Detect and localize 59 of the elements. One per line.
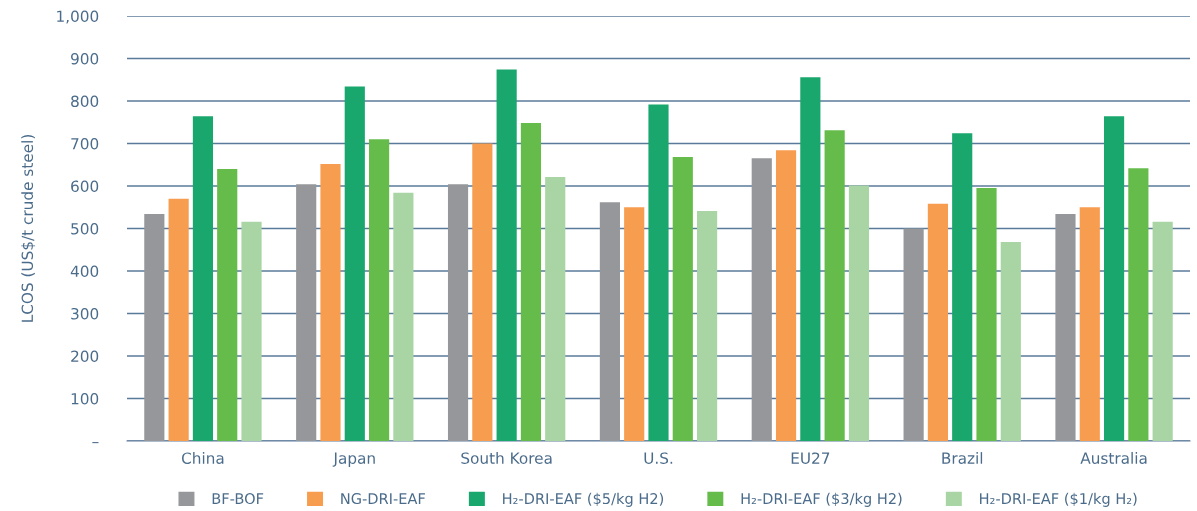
y-tick-label: 200: [71, 350, 99, 363]
bar: [296, 184, 317, 441]
bar: [672, 157, 693, 441]
bar: [1000, 242, 1021, 441]
bar: [751, 158, 772, 441]
y-tick-label: 1,000: [57, 10, 99, 24]
bar: [168, 198, 189, 441]
bar: [496, 69, 517, 441]
bar: [976, 188, 997, 441]
legend-label: BF-BOF: [212, 493, 264, 505]
bar: [1055, 214, 1076, 441]
y-tick-label: 100: [71, 392, 99, 405]
bar: [927, 203, 948, 441]
bar: [344, 86, 365, 441]
bar: [217, 169, 238, 441]
y-tick-label: 700: [71, 137, 99, 150]
bar: [447, 184, 469, 441]
x-tick-label: EU27: [791, 452, 830, 464]
y-axis-title: LCOS (US$/t crude steel): [21, 135, 36, 322]
bar: [848, 185, 870, 441]
x-tick-label: Australia: [1080, 452, 1147, 464]
legend-label: NG-DRI-EAF: [341, 493, 425, 505]
bar: [369, 139, 390, 441]
y-tick-label: 300: [71, 307, 99, 320]
bar: [192, 116, 214, 441]
y-tick-label: 400: [70, 265, 99, 278]
legend-label: H₂-DRI-EAF ($1/kg H₂): [980, 492, 1137, 507]
bar: [1152, 221, 1173, 441]
bar: [320, 163, 341, 441]
bar: [520, 123, 542, 441]
bar: [393, 192, 414, 441]
bar: [800, 77, 821, 441]
x-tick-label: Japan: [332, 452, 375, 467]
y-tick-label: 800: [71, 95, 99, 108]
bar: [903, 228, 924, 441]
y-tick-label: 600: [71, 180, 99, 193]
legend-label: H₂-DRI-EAF ($3/kg H2): [741, 492, 902, 507]
x-tick-label: China: [181, 452, 224, 464]
y-tick-label: 900: [71, 52, 99, 65]
bar: [599, 202, 620, 441]
bar: [824, 130, 845, 441]
bar: [1079, 207, 1100, 441]
bar: [648, 104, 669, 441]
bar: [1128, 168, 1149, 441]
bar: [241, 221, 262, 441]
bar: [472, 143, 493, 441]
x-tick-label: South Korea: [461, 452, 552, 464]
y-tick-label: –: [92, 442, 99, 444]
y-tick-label: 500: [71, 222, 99, 235]
bar: [545, 177, 566, 441]
x-tick-label: Brazil: [942, 452, 983, 464]
bar: [697, 211, 718, 441]
bar: [952, 133, 973, 441]
bar: [1103, 116, 1125, 441]
bar: [775, 150, 797, 441]
legend-label: H₂-DRI-EAF ($5/kg H2): [503, 492, 664, 507]
bar: [624, 207, 645, 441]
bar: [144, 214, 165, 441]
x-tick-label: U.S.: [644, 452, 673, 464]
